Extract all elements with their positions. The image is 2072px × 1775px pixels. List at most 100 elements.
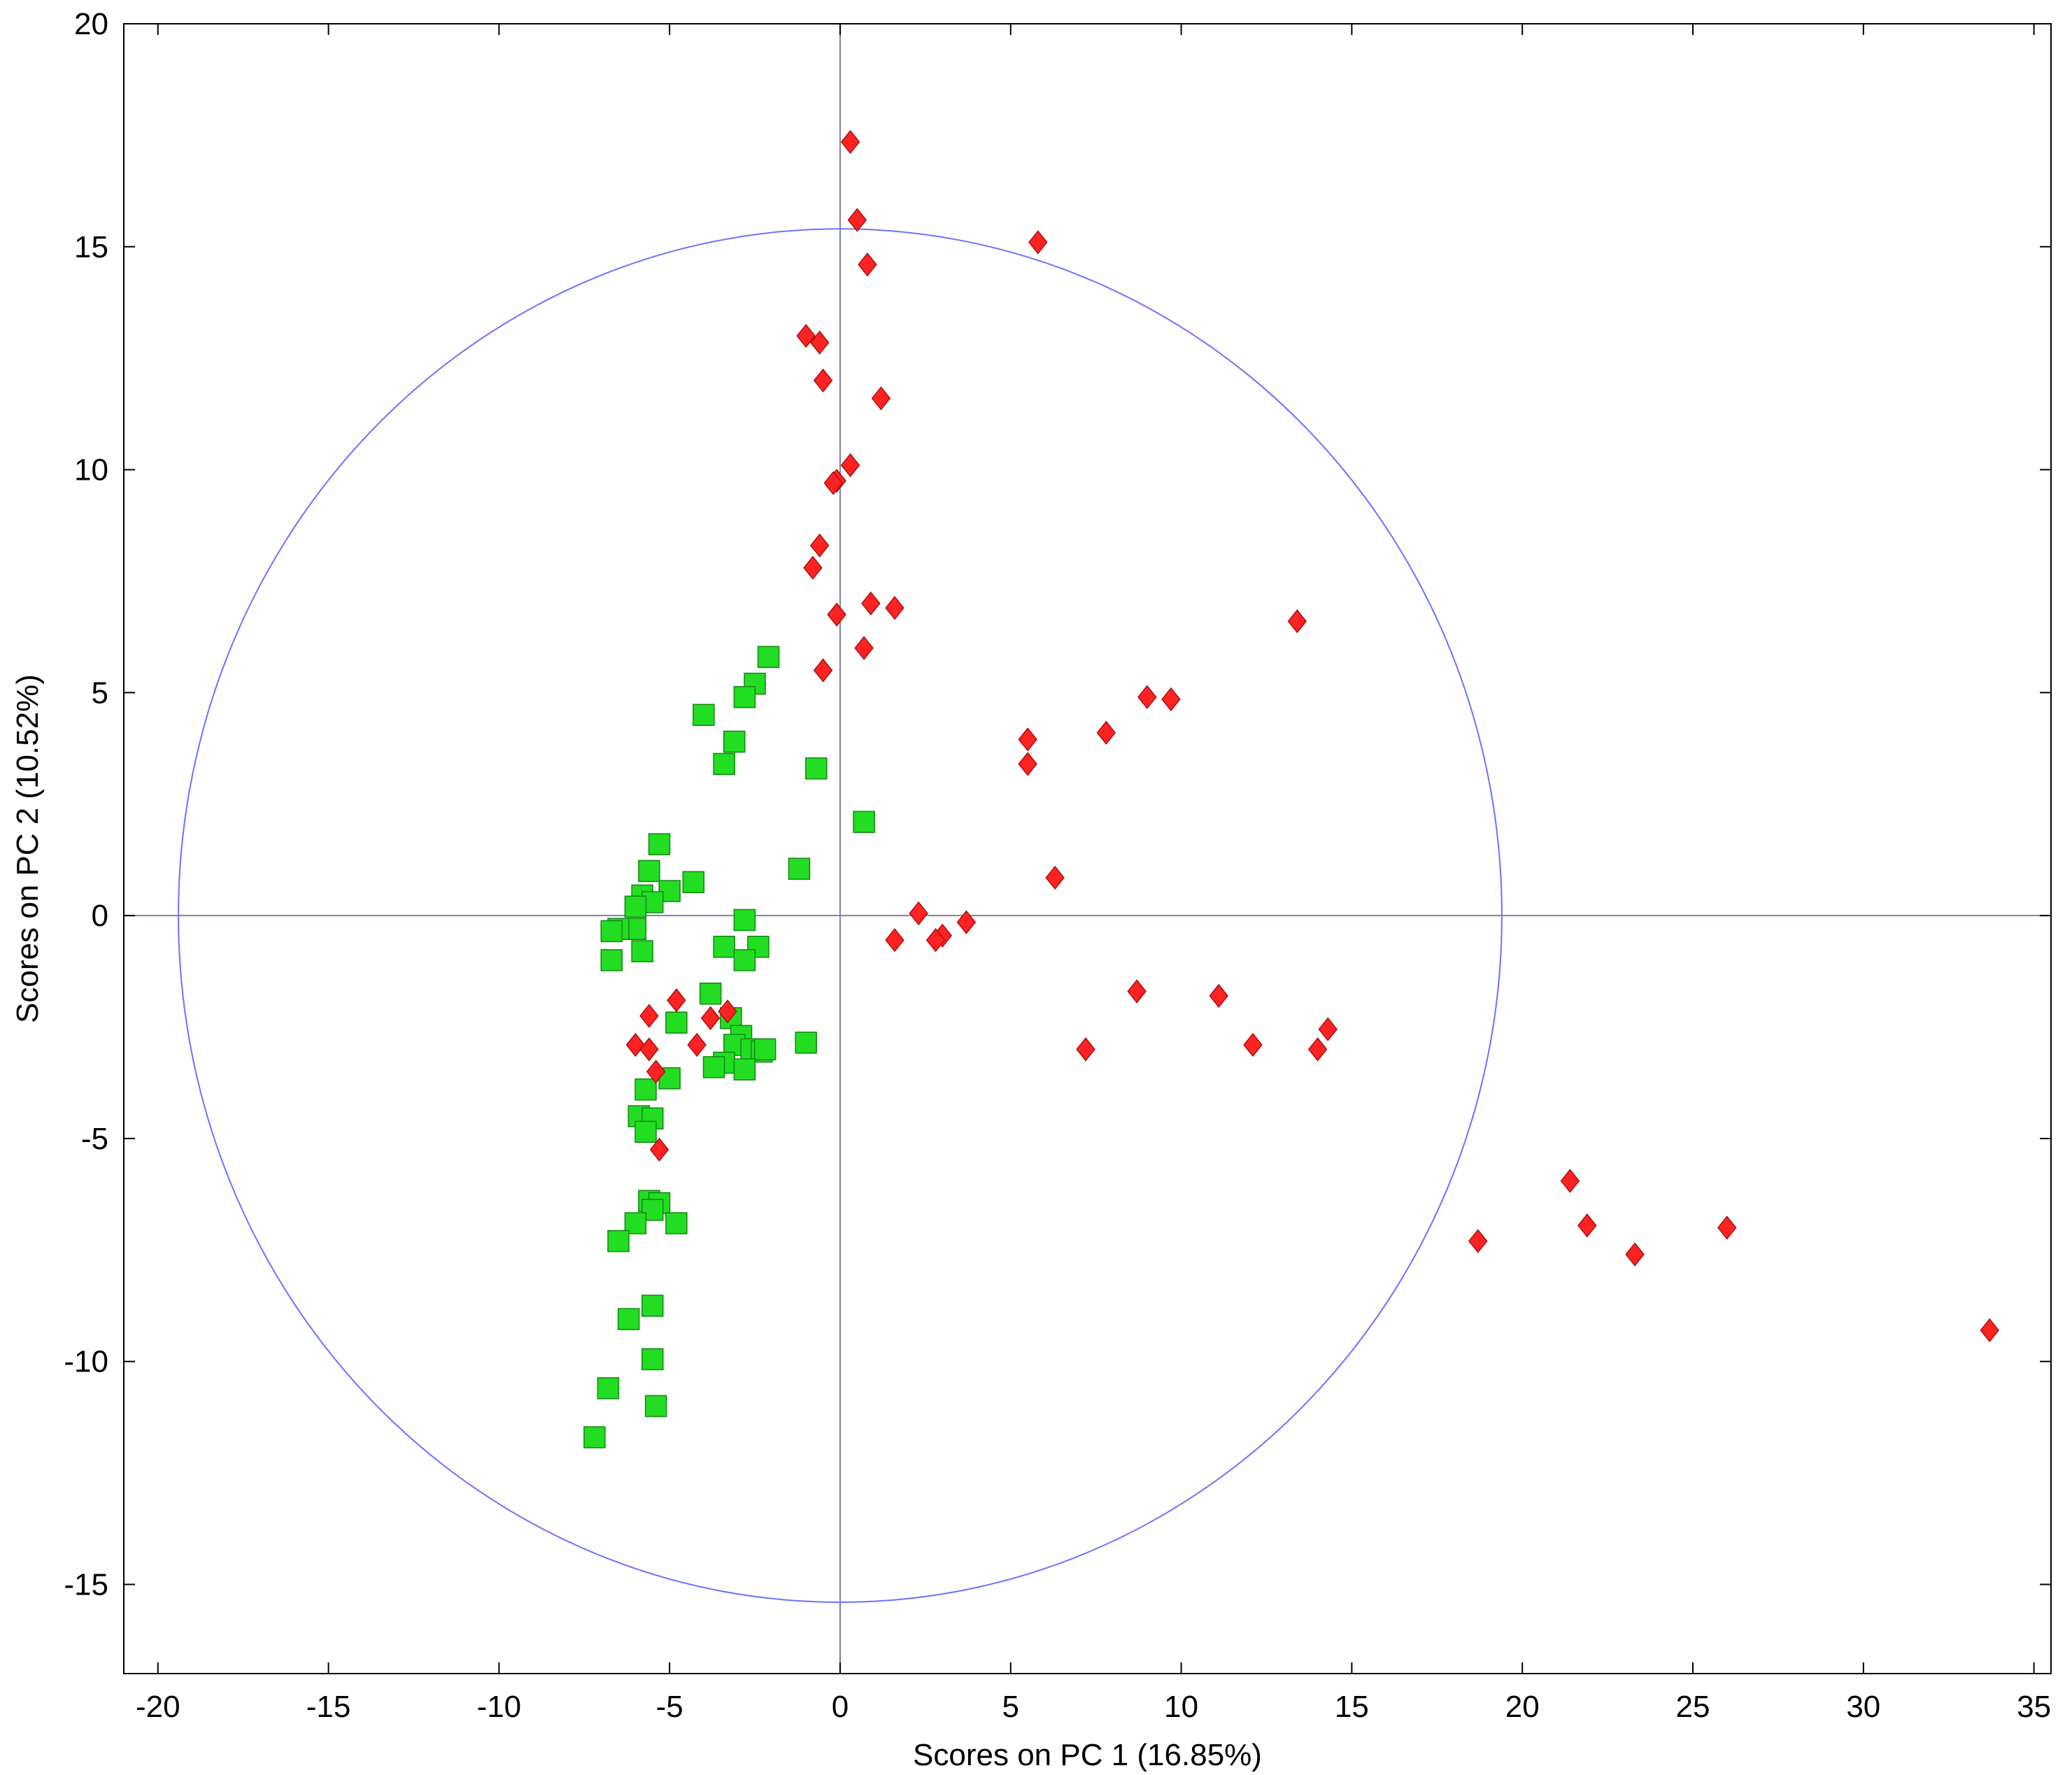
- x-tick-label: -10: [477, 1690, 522, 1724]
- diamond-point: [649, 1137, 669, 1162]
- x-tick-label: -20: [136, 1690, 180, 1724]
- diamond-point: [1076, 1037, 1095, 1062]
- plot-frame: [123, 23, 2052, 1674]
- diamond-point: [1243, 1032, 1263, 1057]
- x-tick-label: 35: [2017, 1690, 2051, 1724]
- square-point: [600, 949, 623, 971]
- y-tick-label: 10: [74, 453, 108, 487]
- axis-labels: Scores on PC 1 (16.85%) Scores on PC 2 (…: [10, 674, 1262, 1772]
- diamond-point: [1209, 983, 1228, 1008]
- diamond-point: [1625, 1242, 1645, 1267]
- square-point: [702, 1056, 725, 1078]
- diamond-point: [840, 129, 860, 155]
- square-point: [641, 1295, 664, 1317]
- reference-lines: [124, 24, 2051, 1674]
- diamond-point: [861, 591, 881, 616]
- square-point: [634, 1120, 657, 1143]
- axis-ticks: -20 -15 -10 -5 0 5 10 15 20 25 30 35 -15 -10 -5 0 5 10 15 2…: [64, 7, 2051, 1724]
- diamond-point: [813, 368, 833, 393]
- diamond-point: [925, 928, 946, 953]
- diamond-point: [687, 1032, 707, 1057]
- diamond-point: [667, 988, 686, 1013]
- square-point: [788, 857, 811, 880]
- diamond-point: [840, 452, 860, 478]
- square-point: [713, 936, 735, 958]
- diamond-point: [827, 602, 846, 627]
- diamond-point: [809, 330, 830, 355]
- y-tick-label: -15: [64, 1567, 108, 1602]
- square-point: [607, 1229, 630, 1253]
- diamond-point: [1287, 609, 1307, 634]
- x-tick-label: 30: [1846, 1690, 1880, 1724]
- diamond-point: [909, 901, 928, 926]
- diamond-point: [809, 533, 830, 558]
- y-tick-label: 20: [74, 7, 108, 41]
- x-tick-label: 20: [1505, 1690, 1540, 1724]
- diamond-point: [1161, 687, 1181, 712]
- square-point: [853, 811, 875, 833]
- y-tick-label: -5: [81, 1122, 108, 1156]
- square-point: [693, 704, 715, 726]
- diamond-point: [847, 208, 867, 232]
- square-point: [795, 1032, 817, 1054]
- diamond-point: [718, 999, 737, 1024]
- square-point: [733, 685, 756, 708]
- diamond-point: [700, 1006, 721, 1030]
- x-tick-label: 15: [1335, 1690, 1369, 1724]
- x-tick-label: 0: [832, 1690, 849, 1724]
- diamond-point: [885, 596, 904, 620]
- square-point: [723, 730, 746, 753]
- square-point: [638, 860, 660, 883]
- diamond-point: [1468, 1229, 1488, 1253]
- series-0-square-markers: [583, 646, 875, 1448]
- square-point: [733, 949, 756, 971]
- diamond-point: [1045, 865, 1065, 890]
- y-tick-label: 15: [74, 230, 108, 264]
- diamond-point: [796, 324, 816, 348]
- x-axis-label: Scores on PC 1 (16.85%): [913, 1738, 1262, 1772]
- x-tick-label: 25: [1676, 1690, 1710, 1724]
- diamond-point: [858, 252, 877, 277]
- square-point: [665, 1212, 688, 1234]
- x-tick-label: 5: [1002, 1690, 1019, 1724]
- diamond-point: [803, 555, 823, 580]
- y-axis-label: Scores on PC 2 (10.52%): [10, 674, 45, 1023]
- diamond-point: [639, 1004, 659, 1028]
- series-1-diamond-markers: [625, 129, 1999, 1343]
- diamond-point: [1127, 979, 1147, 1004]
- square-point: [733, 908, 756, 932]
- plot-border: [123, 23, 2052, 1674]
- square-point: [641, 1348, 664, 1371]
- square-point: [753, 1038, 776, 1061]
- diamond-point: [1717, 1216, 1737, 1240]
- x-tick-label: -15: [306, 1690, 351, 1724]
- diamond-point: [854, 636, 874, 660]
- y-tick-label: 0: [92, 899, 108, 933]
- diamond-point: [1096, 720, 1116, 745]
- square-point: [644, 1395, 667, 1418]
- square-point: [624, 895, 647, 918]
- diamond-point: [639, 1037, 659, 1062]
- diamond-point: [1018, 752, 1037, 776]
- diamond-point: [1560, 1169, 1580, 1193]
- diamond-point: [885, 928, 904, 953]
- square-point: [665, 1011, 688, 1034]
- square-point: [617, 1308, 640, 1330]
- square-point: [699, 982, 722, 1005]
- x-tick-label: 10: [1164, 1690, 1198, 1724]
- square-point: [757, 646, 780, 669]
- diamond-point: [823, 471, 843, 495]
- data-points: [583, 129, 1999, 1448]
- diamond-point: [1137, 685, 1157, 709]
- square-point: [733, 1058, 756, 1081]
- diamond-point: [646, 1060, 666, 1084]
- diamond-point: [625, 1032, 646, 1057]
- square-point: [631, 940, 653, 962]
- diamond-point: [1980, 1318, 1999, 1343]
- diamond-point: [1018, 727, 1037, 752]
- square-point: [597, 1377, 620, 1399]
- diamond-point: [956, 910, 977, 934]
- diamond-point: [1028, 230, 1048, 255]
- square-point: [583, 1426, 606, 1448]
